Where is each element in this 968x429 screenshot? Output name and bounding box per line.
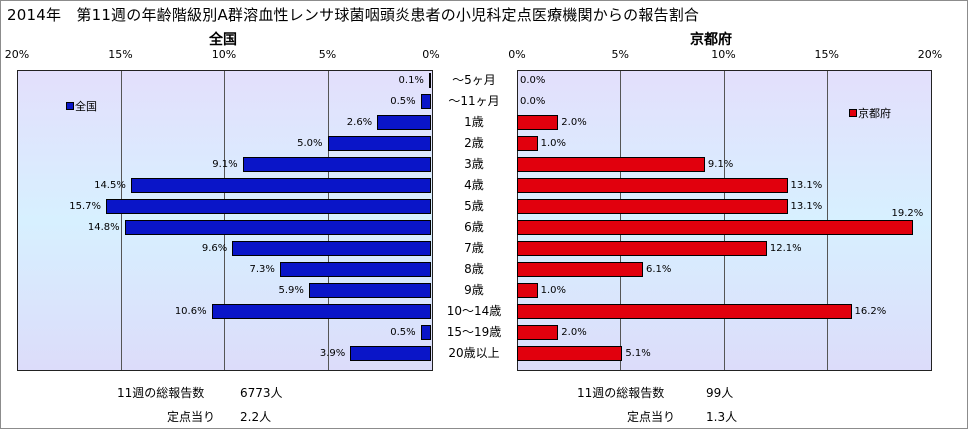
category-label: 1歳	[464, 115, 484, 129]
category-label: 3歳	[464, 157, 484, 171]
right-panel-title: 京都府	[690, 32, 732, 48]
value-label-zenkoku: 0.5%	[390, 96, 416, 107]
legend-label-zenkoku: 全国	[75, 100, 97, 113]
bar-zenkoku	[377, 115, 431, 130]
value-label-kyoto: 1.0%	[540, 138, 567, 149]
bar-kyoto	[517, 199, 788, 214]
value-label-kyoto: 2.0%	[561, 327, 587, 338]
value-label-kyoto: 13.1%	[790, 201, 823, 212]
bar-kyoto	[517, 283, 538, 298]
value-label-zenkoku: 14.8%	[87, 222, 120, 233]
bar-zenkoku	[327, 136, 431, 151]
bar-kyoto	[517, 136, 538, 151]
bar-kyoto	[517, 220, 914, 235]
legend-swatch-kyoto	[849, 109, 857, 117]
left-tick-label: 10%	[211, 48, 237, 61]
bar-kyoto	[517, 325, 559, 340]
bar-zenkoku	[124, 220, 431, 235]
left-tick-label: 0%	[422, 48, 440, 61]
left-legend: 全国	[66, 98, 97, 114]
bar-zenkoku	[130, 178, 431, 193]
value-label-kyoto: 19.2%	[891, 208, 924, 219]
value-label-kyoto: 1.0%	[540, 285, 567, 296]
value-label-kyoto: 0.0%	[520, 75, 546, 86]
left-gridline	[120, 71, 122, 370]
left-per-value: 2.2人	[240, 410, 272, 424]
left-tick-label: 15%	[108, 48, 133, 61]
category-label: ～11ヶ月	[448, 94, 500, 108]
right-total-label: 11週の総報告数	[577, 386, 665, 400]
bar-zenkoku	[308, 283, 431, 298]
value-label-kyoto: 6.1%	[645, 264, 672, 275]
category-label: 2歳	[464, 136, 484, 150]
value-label-zenkoku: 7.3%	[249, 264, 275, 275]
bar-zenkoku	[279, 262, 431, 277]
value-label-zenkoku: 14.5%	[94, 180, 126, 191]
value-label-kyoto: 2.0%	[561, 117, 587, 128]
category-label: 7歳	[464, 241, 484, 255]
value-label-kyoto: 9.1%	[707, 159, 734, 170]
left-tick-label: 5%	[318, 48, 337, 61]
right-tick-label: 10%	[711, 48, 736, 61]
value-label-zenkoku: 2.6%	[346, 117, 373, 128]
value-label-zenkoku: 15.7%	[69, 201, 102, 212]
page-title: 2014年 第11週の年齢階級別A群溶血性レンサ球菌咽頭炎患者の小児科定点医療機…	[7, 6, 700, 24]
value-label-zenkoku: 0.1%	[398, 75, 424, 86]
right-tick-label: 0%	[508, 48, 526, 61]
right-tick-label: 20%	[917, 48, 943, 61]
right-per-label: 定点当り	[627, 410, 676, 424]
value-label-zenkoku: 9.6%	[201, 243, 228, 254]
bar-kyoto	[517, 178, 788, 193]
bar-kyoto	[517, 304, 852, 319]
left-tick-label: 20%	[4, 48, 30, 61]
value-label-kyoto: 12.1%	[769, 243, 802, 254]
bar-zenkoku	[420, 325, 431, 340]
bar-kyoto	[517, 241, 767, 256]
right-per-value: 1.3人	[706, 410, 738, 424]
bar-kyoto	[517, 262, 643, 277]
left-per-label: 定点当り	[167, 410, 216, 424]
category-label: ～5ヶ月	[452, 73, 496, 87]
value-label-zenkoku: 3.9%	[319, 348, 346, 359]
bar-kyoto	[517, 115, 559, 130]
left-panel-title: 全国	[209, 32, 237, 48]
bar-kyoto	[517, 157, 705, 172]
value-label-kyoto: 13.1%	[790, 180, 823, 191]
value-label-zenkoku: 9.1%	[212, 159, 238, 170]
value-label-kyoto: 16.2%	[854, 306, 887, 317]
left-total-value: 6773人	[240, 386, 283, 400]
legend-label-kyoto: 京都府	[858, 107, 891, 120]
category-label: 4歳	[464, 178, 484, 192]
bar-zenkoku	[232, 241, 431, 256]
category-label: 20歳以上	[448, 346, 500, 360]
bar-zenkoku	[350, 346, 431, 361]
right-tick-label: 5%	[611, 48, 629, 61]
bar-kyoto	[517, 346, 623, 361]
value-label-kyoto: 5.1%	[625, 348, 651, 359]
value-label-zenkoku: 10.6%	[174, 306, 207, 317]
bar-zenkoku	[106, 199, 431, 214]
right-legend: 京都府	[849, 105, 891, 121]
right-tick-label: 15%	[814, 48, 839, 61]
category-label: 10～14歳	[446, 304, 502, 318]
bar-zenkoku	[211, 304, 431, 319]
right-total-value: 99人	[706, 386, 734, 400]
value-label-zenkoku: 5.9%	[278, 285, 304, 296]
legend-swatch-zenkoku	[66, 102, 74, 110]
category-label: 9歳	[464, 283, 484, 297]
value-label-zenkoku: 0.5%	[390, 327, 416, 338]
category-label: 5歳	[464, 199, 484, 213]
bar-zenkoku	[420, 94, 431, 109]
left-total-label: 11週の総報告数	[117, 386, 205, 400]
value-label-zenkoku: 5.0%	[297, 138, 323, 149]
category-label: 8歳	[464, 262, 484, 276]
bar-zenkoku	[242, 157, 431, 172]
category-label: 15～19歳	[446, 325, 502, 339]
category-label: 6歳	[464, 220, 484, 234]
bar-zenkoku	[428, 73, 431, 88]
value-label-kyoto: 0.0%	[520, 96, 546, 107]
